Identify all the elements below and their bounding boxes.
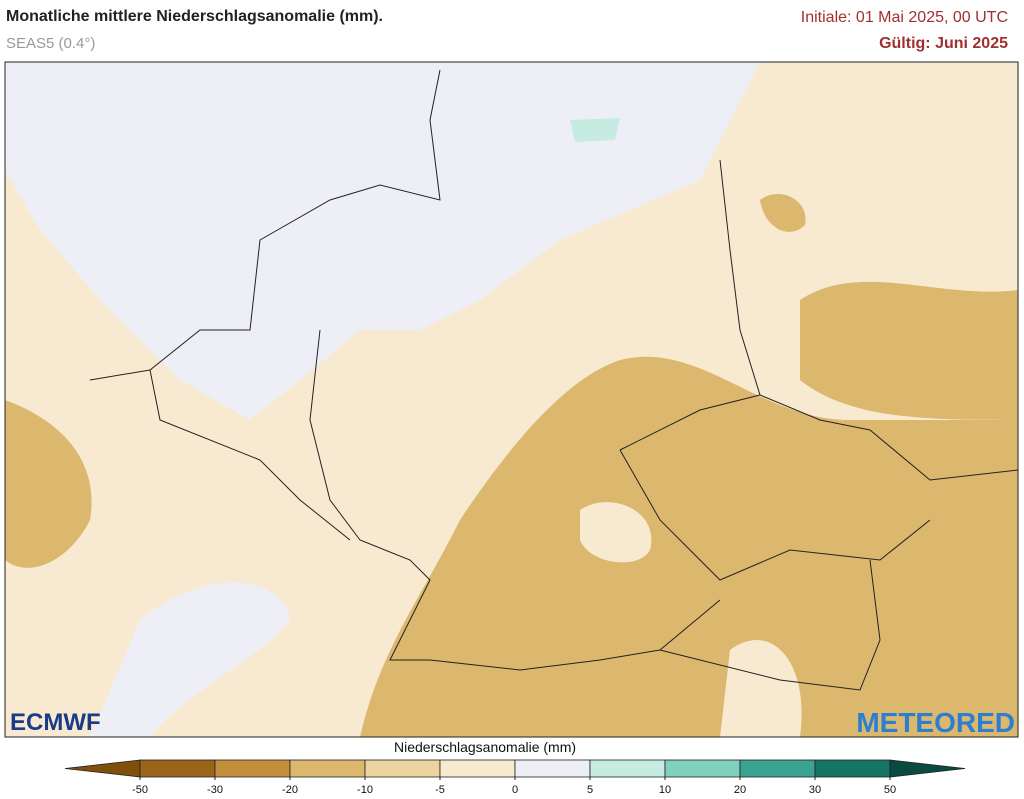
colorbar-tick-label: 10 <box>659 784 671 796</box>
colorbar-segment <box>589 759 666 778</box>
colorbar-segment <box>139 759 216 778</box>
title: Monatliche mittlere Niederschlagsanomali… <box>6 8 383 25</box>
map-frame <box>4 61 1019 738</box>
colorbar-segment <box>739 759 816 778</box>
colorbar-segment <box>364 759 441 778</box>
colorbar-tick-label: -10 <box>357 784 373 796</box>
colorbar-tick-label: -50 <box>132 784 148 796</box>
colorbar-segment <box>439 759 516 778</box>
colorbar-tick-label: 0 <box>512 784 518 796</box>
colorbar-segment <box>814 759 891 778</box>
ecmwf-logo: ECMWF <box>10 709 101 736</box>
colorbar-extend-high <box>889 759 966 778</box>
colorbar-tick-label: 20 <box>734 784 746 796</box>
colorbar-segment <box>214 759 291 778</box>
colorbar-tick-label: 30 <box>809 784 821 796</box>
colorbar-tick-label: -20 <box>282 784 298 796</box>
colorbar: -50 -30 -20 -10 -5 0 5 10 20 30 50 <box>64 759 966 796</box>
colorbar-segment <box>514 759 591 778</box>
map-field <box>5 62 1018 737</box>
colorbar-tick-label: -5 <box>435 784 445 796</box>
initial-time: Initiale: 01 Mai 2025, 00 UTC <box>800 9 1008 26</box>
valid-time: Gültig: Juni 2025 <box>879 35 1008 52</box>
colorbar-segment <box>664 759 741 778</box>
colorbar-tick-label: -30 <box>207 784 223 796</box>
meteored-logo: METEORED <box>856 707 1015 738</box>
colorbar-tick-label: 50 <box>884 784 896 796</box>
colorbar-tick-label: 5 <box>587 784 593 796</box>
colorbar-label: Niederschlagsanomalie (mm) <box>394 739 576 755</box>
colorbar-extend-low <box>64 759 141 778</box>
colorbar-segment <box>289 759 366 778</box>
subtitle: SEAS5 (0.4°) <box>6 35 96 52</box>
